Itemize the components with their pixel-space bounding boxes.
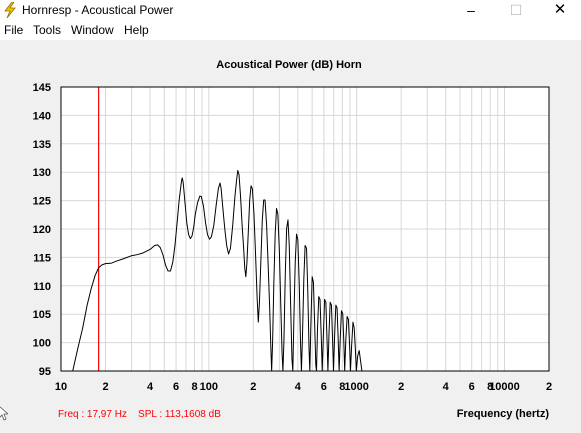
series-layer (72, 170, 363, 372)
grid-lines (61, 87, 549, 371)
mouse-cursor-icon (0, 406, 8, 421)
x-tick-label: 1000 (344, 381, 368, 393)
x-tick-label: 4 (443, 381, 450, 393)
menu-tools[interactable]: Tools (33, 23, 62, 37)
x-tick-label: 6 (469, 381, 475, 393)
x-tick-label: 6 (173, 381, 179, 393)
y-tick-label: 125 (33, 196, 51, 208)
y-tick-label: 110 (33, 281, 51, 293)
menu-file[interactable]: File (4, 23, 24, 37)
close-button[interactable]: ✕ (553, 1, 567, 18)
x-tick-label: 10 (55, 381, 67, 393)
x-tick-label: 4 (147, 381, 154, 393)
y-tick-label: 100 (33, 338, 51, 350)
y-tick-label: 95 (39, 366, 51, 378)
x-tick-label: 100 (200, 381, 218, 393)
y-tick-label: 140 (33, 110, 51, 122)
x-tick-label: 10000 (489, 381, 520, 393)
x-tick-label: 2 (546, 381, 552, 393)
x-tick-label: 8 (191, 381, 197, 393)
series-line-0 (72, 170, 363, 372)
x-tick-label: 6 (321, 381, 327, 393)
y-tick-label: 115 (33, 252, 51, 264)
y-tick-label: 135 (33, 139, 51, 151)
x-axis-label: Frequency (hertz) (457, 408, 550, 420)
menu-help[interactable]: Help (124, 23, 149, 37)
y-tick-label: 145 (33, 82, 51, 94)
maximize-button[interactable]: ☐ (509, 2, 523, 18)
chart-title: Acoustical Power (dB) Horn (216, 59, 362, 71)
y-tick-label: 120 (33, 224, 51, 236)
acoustical-power-chart[interactable]: Acoustical Power (dB) Horn 95 100 105 110 11… (0, 40, 581, 433)
y-tick-label: 105 (33, 309, 51, 321)
window-title: Hornresp - Acoustical Power (22, 3, 174, 17)
x-tick-label: 2 (102, 381, 108, 393)
menu-bar: File Tools Window Help (0, 20, 581, 40)
x-tick-label: 2 (250, 381, 256, 393)
x-tick-label: 8 (487, 381, 493, 393)
y-tick-label: 130 (33, 167, 51, 179)
x-tick-label: 4 (295, 381, 302, 393)
menu-window[interactable]: Window (71, 23, 114, 37)
cursor-readout: Freq : 17,97 Hz SPL : 113,1608 dB (58, 409, 221, 420)
lightning-icon (4, 2, 16, 18)
plot-frame (60, 86, 550, 372)
y-tick-labels: 95 100 105 110 115 120 125 130 135 140 145 (33, 82, 51, 378)
title-bar: Hornresp - Acoustical Power – ☐ ✕ (0, 0, 581, 20)
x-tick-label: 8 (339, 381, 345, 393)
x-tick-label: 2 (398, 381, 404, 393)
minimize-button[interactable]: – (467, 2, 475, 18)
